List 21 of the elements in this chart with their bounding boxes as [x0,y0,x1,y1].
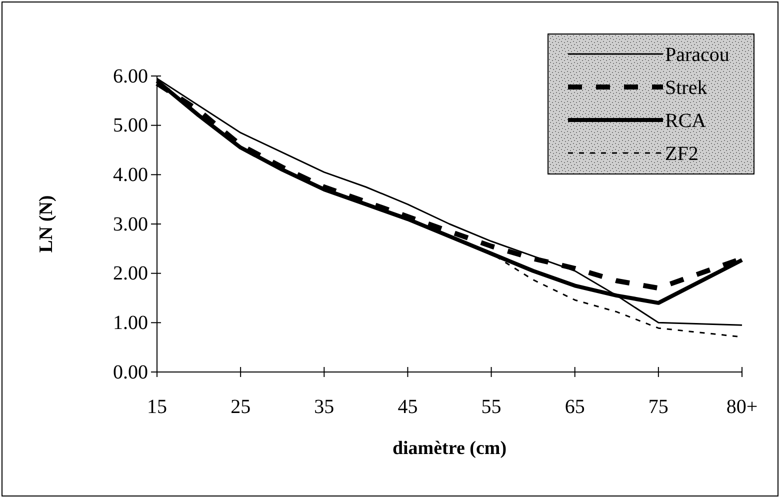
x-tick-label: 25 [230,396,251,418]
legend-label: RCA [665,110,707,132]
y-tick-label: 2.00 [113,262,148,285]
x-tick-label: 80+ [726,396,758,418]
legend-label: Paracou [665,44,730,66]
y-tick-label: 4.00 [113,164,148,186]
x-tick-label: 65 [564,396,585,418]
x-tick-label: 35 [314,396,334,418]
y-tick-label: 6.00 [113,65,148,88]
x-axis-title: diamètre (cm) [392,438,507,459]
legend-label: Strek [665,77,708,99]
x-tick-label: 15 [147,396,167,418]
x-tick-label: 55 [481,396,502,418]
y-tick-label: 5.00 [113,114,148,137]
legend-label: ZF2 [665,143,698,165]
y-tick-label: 0.00 [113,361,148,384]
y-tick-label: 1.00 [113,312,148,334]
x-tick-label: 75 [648,396,668,418]
y-axis-title: LN (N) [36,195,57,253]
x-tick-label: 45 [398,396,418,418]
y-tick-label: 3.00 [113,213,148,236]
